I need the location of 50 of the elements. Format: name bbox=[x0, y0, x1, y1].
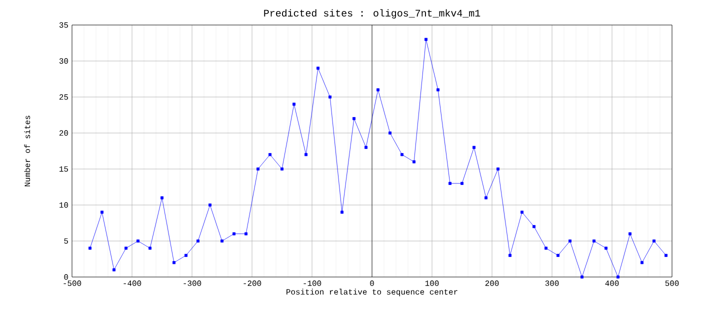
point bbox=[316, 66, 320, 70]
point bbox=[664, 254, 668, 257]
point bbox=[352, 117, 356, 120]
point bbox=[100, 210, 104, 214]
point bbox=[256, 168, 260, 170]
point bbox=[220, 240, 224, 242]
point bbox=[88, 246, 92, 250]
point bbox=[328, 96, 332, 98]
point bbox=[172, 261, 176, 264]
point bbox=[184, 254, 188, 257]
point bbox=[508, 254, 512, 257]
point bbox=[520, 210, 524, 214]
point bbox=[196, 240, 200, 242]
point bbox=[616, 276, 620, 278]
point bbox=[388, 132, 392, 134]
point bbox=[160, 196, 164, 200]
point bbox=[472, 146, 476, 149]
point bbox=[208, 204, 212, 206]
point bbox=[412, 160, 416, 164]
point bbox=[280, 168, 284, 170]
point bbox=[436, 88, 440, 92]
point bbox=[628, 232, 632, 236]
point bbox=[592, 240, 596, 242]
point bbox=[448, 182, 452, 185]
point bbox=[532, 225, 536, 228]
point bbox=[292, 102, 296, 106]
point bbox=[112, 268, 116, 272]
point bbox=[544, 246, 548, 250]
point bbox=[400, 153, 404, 156]
point bbox=[136, 240, 140, 242]
point bbox=[460, 182, 464, 185]
point bbox=[652, 240, 656, 242]
point bbox=[424, 38, 428, 41]
point bbox=[244, 232, 248, 236]
point bbox=[124, 246, 128, 250]
point bbox=[640, 261, 644, 264]
point bbox=[484, 196, 488, 200]
point bbox=[304, 153, 308, 156]
point bbox=[232, 232, 236, 236]
point bbox=[496, 168, 500, 170]
point bbox=[568, 240, 572, 242]
point bbox=[604, 246, 608, 250]
point bbox=[268, 153, 272, 156]
point bbox=[376, 88, 380, 92]
chart-title: Predicted sites : oligos_7nt_mkv4_m1 bbox=[264, 9, 480, 19]
point bbox=[148, 246, 152, 250]
point bbox=[556, 254, 560, 257]
point bbox=[580, 276, 584, 278]
point bbox=[340, 210, 344, 214]
point bbox=[364, 146, 368, 149]
